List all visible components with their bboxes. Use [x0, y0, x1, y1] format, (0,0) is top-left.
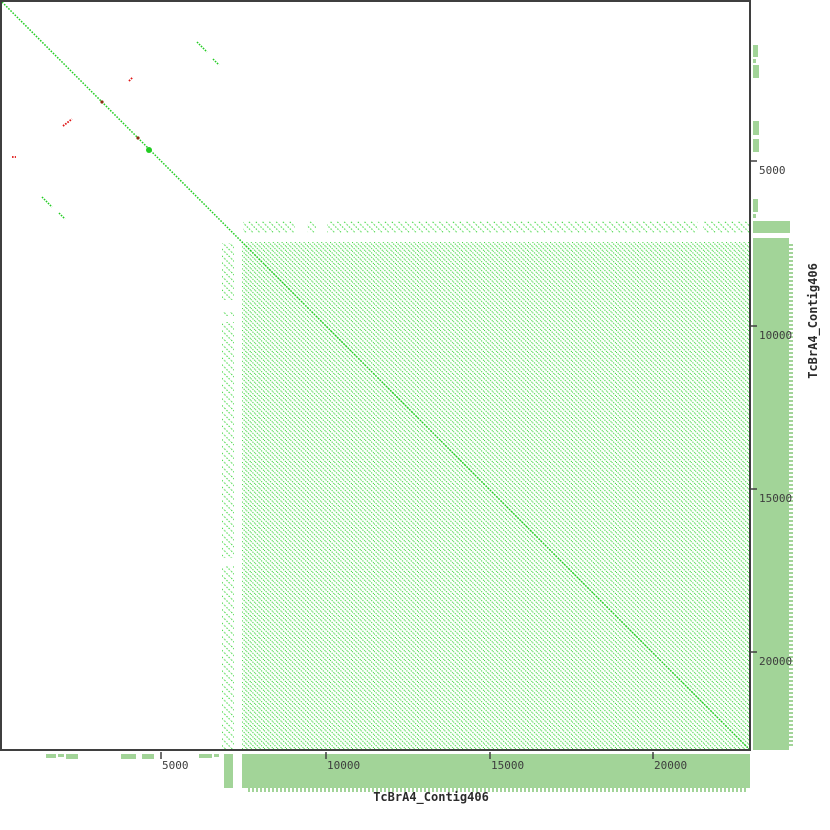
x-tick-label: 10000: [327, 759, 360, 772]
bottom-histogram-bar: [224, 754, 233, 788]
alignment-matches-layer: [1, 1, 751, 751]
y-tick-label: 20000: [759, 655, 792, 668]
bottom-histogram-bar: [66, 754, 78, 759]
repeat-density-histograms: [46, 45, 793, 792]
repeat-strip-row: [243, 221, 750, 233]
forward-match: [196, 41, 208, 53]
diagonal-mark: [136, 136, 140, 140]
right-histogram-bar: [753, 65, 759, 78]
right-histogram-bar: [753, 221, 790, 233]
bottom-histogram-bar: [214, 754, 219, 757]
x-tick-label: 20000: [654, 759, 687, 772]
axis-ticks: 5000 10000 15000 20000 5000 10000 15000 20000: [160, 160, 792, 772]
bottom-histogram-bar: [121, 754, 136, 759]
reverse-match: [128, 76, 134, 82]
right-histogram-bar: [753, 59, 756, 63]
y-axis-label: TcBrA4_Contig406: [806, 263, 821, 379]
bottom-histogram-ragged-edge: [246, 788, 746, 792]
forward-match: [58, 212, 66, 220]
y-tick-label: 5000: [759, 164, 786, 177]
reverse-match: [62, 118, 73, 127]
x-tick-label: 15000: [491, 759, 524, 772]
x-tick-label: 5000: [162, 759, 189, 772]
right-histogram-bar: [753, 121, 759, 135]
right-histogram-bar: [753, 214, 756, 218]
main-diagonal: [1, 1, 751, 751]
bottom-histogram-bar: [142, 754, 154, 759]
diagonal-mark: [100, 100, 104, 104]
right-histogram-bar: [753, 199, 758, 212]
bottom-histogram-bar: [58, 754, 64, 757]
right-histogram-bar: [753, 45, 758, 57]
y-tick-label: 15000: [759, 492, 792, 505]
forward-match: [212, 58, 220, 66]
repeat-strip-col: [222, 243, 234, 750]
bottom-histogram-bar: [46, 754, 56, 758]
right-histogram-ragged-edge: [789, 242, 793, 746]
bottom-histogram-block: [242, 754, 750, 788]
right-histogram-bar: [753, 139, 759, 152]
right-histogram-block: [753, 238, 789, 750]
forward-match: [41, 196, 53, 208]
x-axis-label: TcBrA4_Contig406: [373, 790, 489, 805]
bottom-histogram-bar: [199, 754, 212, 758]
diagonal-mark: [146, 147, 152, 153]
plot-border: [0, 0, 751, 751]
plot-frame: [0, 0, 751, 751]
y-tick-label: 10000: [759, 329, 792, 342]
